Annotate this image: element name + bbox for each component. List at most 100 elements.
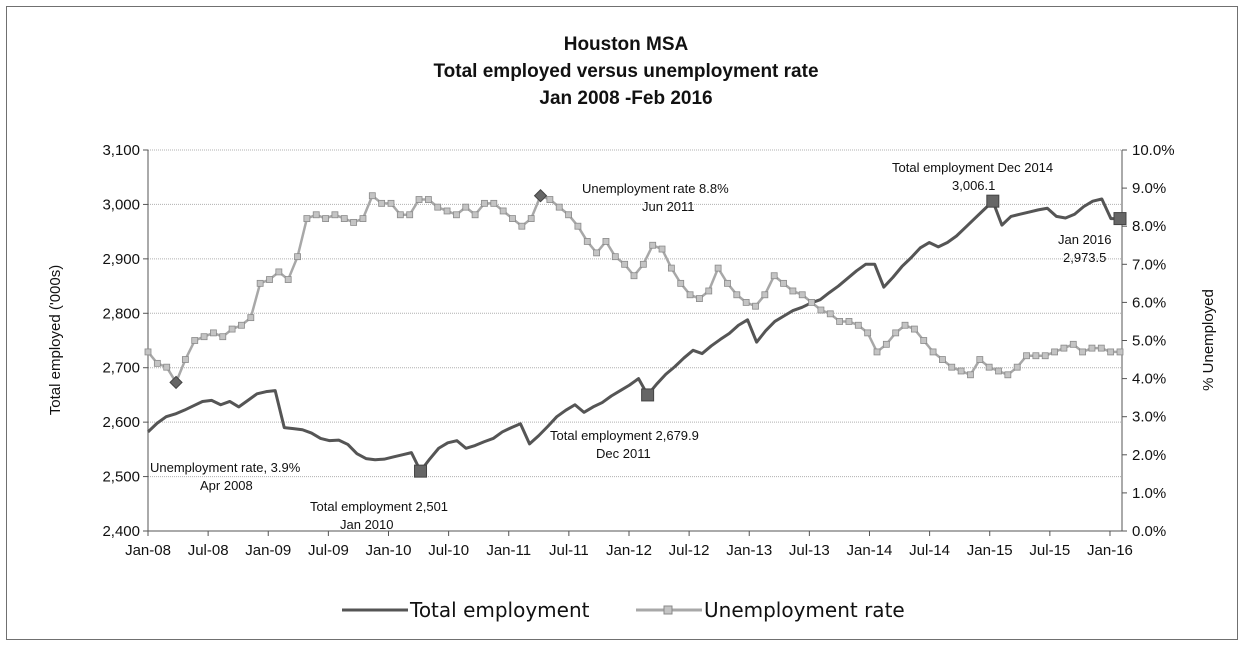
unemployment-point — [658, 245, 666, 253]
right-tick-label: 6.0% — [1132, 294, 1166, 311]
unemployment-point — [892, 329, 900, 337]
unemployment-point — [527, 215, 535, 222]
x-tick-label: Jan-10 — [366, 542, 412, 559]
unemployment-point — [967, 371, 974, 379]
left-tick-label: 2,400 — [102, 523, 140, 540]
unemployment-point — [350, 218, 358, 226]
title-line-1: Houston MSA — [564, 34, 689, 55]
unemployment-point — [752, 302, 759, 310]
unemployment-point — [995, 367, 1002, 375]
unemployment-point — [1097, 344, 1105, 352]
unemployment-point — [1041, 352, 1049, 360]
unemployment-point — [1051, 348, 1058, 356]
unemployment-point — [219, 333, 227, 341]
highlight-marker-unemp-apr2008 — [169, 375, 183, 390]
x-tick-label: Jul-09 — [308, 542, 349, 559]
unemployment-point — [546, 196, 554, 203]
annotation-text: Unemployment rate, 3.9% — [150, 460, 301, 475]
unemployment-point — [200, 333, 208, 341]
annotation-text: Unemployment rate 8.8% — [582, 181, 729, 196]
unemployment-point — [256, 279, 264, 287]
unemployment-point — [696, 295, 703, 302]
title-line-2: Total employed versus unemployment rate — [433, 61, 818, 82]
right-tick-label: 4.0% — [1132, 371, 1166, 388]
highlight-marker-emp-jan2010 — [414, 464, 428, 478]
unemployment-point — [864, 329, 872, 337]
annotation-text: Apr 2008 — [200, 478, 253, 493]
left-tick-label: 3,000 — [102, 196, 140, 213]
annotation-text: Total employment 2,679.9 — [550, 428, 699, 443]
unemployment-point — [181, 356, 189, 363]
x-tick-label: Jul-11 — [549, 542, 589, 559]
unemployment-point — [639, 260, 647, 268]
x-axis-ticks: Jan-08 Jul-08 Jan-09 Jul-09 Jan-10 Jul-10 Jan-… — [125, 531, 1133, 559]
unemployment-point — [649, 241, 657, 249]
x-tick-label: Jul-10 — [428, 542, 469, 559]
right-axis-title: % Unemployed — [1200, 289, 1217, 391]
unemployment-point — [340, 215, 348, 222]
unemployment-point — [808, 298, 815, 306]
unemployment-point — [1004, 371, 1012, 379]
unemployment-point — [518, 222, 526, 230]
unemployment-point — [331, 211, 339, 219]
unemployment-point — [724, 279, 731, 287]
unemployment-point — [1032, 352, 1040, 360]
unemployment-point — [490, 199, 498, 207]
right-tick-label: 7.0% — [1132, 256, 1166, 273]
highlight-marker-emp-jan2016 — [1113, 212, 1127, 226]
unemployment-point — [415, 196, 423, 203]
annotation-text: Jan 2016 — [1058, 232, 1112, 247]
employment-line — [146, 197, 1120, 473]
unemployment-point — [424, 196, 432, 203]
annotation-text: Jun 2011 — [642, 199, 695, 214]
legend-label-unemployment: Unemployment rate — [704, 598, 905, 622]
title-line-3: Jan 2008 -Feb 2016 — [539, 88, 712, 109]
right-tick-label: 5.0% — [1132, 333, 1166, 350]
unemployment-point — [733, 291, 741, 299]
unemployment-point — [443, 207, 451, 215]
unemployment-point — [593, 249, 601, 257]
unemployment-point — [845, 318, 853, 325]
unemployment-point — [284, 276, 292, 283]
unemployment-point — [462, 203, 470, 211]
annotation-text: Total employment Dec 2014 — [892, 160, 1053, 175]
unemployment-point — [854, 321, 862, 329]
unemployment-point — [901, 321, 909, 329]
unemployment-point — [976, 356, 984, 363]
x-tick-label: Jan-15 — [967, 542, 1013, 559]
unemployment-point — [1079, 348, 1087, 356]
chart-title: Houston MSA Total employed versus unempl… — [433, 34, 818, 109]
legend-label-employment: Total employment — [409, 598, 590, 622]
series-unemployment-rate — [144, 192, 1124, 386]
unemployment-point — [957, 367, 965, 375]
right-tick-label: 1.0% — [1132, 485, 1166, 502]
left-tick-label: 2,500 — [102, 469, 140, 486]
highlight-marker-emp-dec2011 — [641, 388, 655, 402]
unemployment-point — [789, 287, 797, 295]
annotations: Unemployment rate, 3.9% Apr 2008 Total emp… — [150, 160, 1127, 532]
unemployment-point — [667, 264, 675, 272]
left-tick-label: 2,800 — [102, 305, 140, 322]
right-tick-label: 8.0% — [1132, 218, 1166, 235]
unemployment-point — [1116, 348, 1124, 356]
unemployment-point — [920, 337, 928, 344]
unemployment-point — [275, 268, 283, 276]
unemployment-point — [509, 215, 516, 222]
unemployment-point — [583, 238, 591, 245]
unemployment-point — [761, 291, 769, 299]
highlight-marker-emp-dec2014 — [986, 194, 1000, 208]
unemployment-point — [499, 207, 507, 215]
unemployment-point — [873, 348, 881, 356]
unemployment-point — [939, 356, 946, 363]
annotation-text: Total employment 2,501 — [310, 499, 448, 514]
unemployment-point — [630, 272, 638, 280]
left-tick-label: 3,100 — [102, 142, 140, 159]
unemployment-point — [1069, 340, 1077, 348]
left-axis-title: Total employed ('000s) — [47, 265, 64, 415]
right-axis-ticks: 0.0% 1.0% 2.0% 3.0% 4.0% 5.0% 6.0% 7.0% 8.0% 9.0%… — [1122, 142, 1175, 540]
unemployment-point — [770, 272, 778, 280]
annotation-text: Jan 2010 — [340, 517, 394, 532]
unemployment-point — [396, 211, 404, 219]
unemployment-point — [368, 192, 376, 200]
unemployment-point — [910, 325, 918, 333]
